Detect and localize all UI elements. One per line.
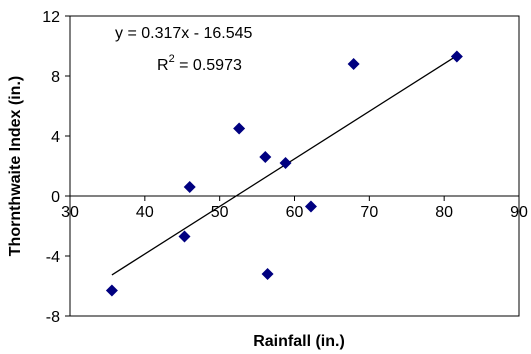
x-axis-ticks: 30 40 50 60 70 80 90 [61, 196, 528, 221]
y-tick-label: 4 [51, 129, 60, 146]
data-point [450, 50, 463, 63]
data-point [259, 151, 272, 163]
data-point [178, 230, 191, 243]
y-tick-label: 12 [42, 9, 60, 26]
data-point [279, 157, 292, 169]
data-point [183, 181, 196, 193]
y-axis-ticks: -8 -4 0 4 8 12 [42, 9, 70, 326]
x-tick-label: 90 [510, 204, 528, 221]
data-points [105, 50, 463, 297]
r-squared-prefix: R [157, 57, 169, 74]
x-tick-label: 70 [360, 204, 378, 221]
y-tick-label: 8 [51, 69, 60, 86]
y-tick-label: 0 [51, 189, 60, 206]
x-tick-label: 80 [435, 204, 453, 221]
x-tick-label: 40 [136, 204, 154, 221]
r-squared-label: R2 = 0.5973 [157, 53, 242, 74]
data-point [304, 200, 317, 213]
y-tick-label: -4 [46, 249, 60, 266]
x-tick-label: 50 [211, 204, 229, 221]
plot-area [69, 15, 520, 317]
y-axis-title: Thornthwaite Index (in.) [7, 76, 24, 256]
data-point [233, 122, 246, 135]
r-squared-value: = 0.5973 [175, 57, 242, 74]
x-tick-label: 30 [61, 204, 79, 221]
r-squared-superscript: 2 [169, 53, 175, 65]
equation-label: y = 0.317x - 16.545 [115, 25, 253, 42]
x-tick-label: 60 [286, 204, 304, 221]
y-tick-label: -8 [46, 309, 60, 326]
data-point [261, 268, 274, 280]
data-point [347, 58, 360, 70]
x-axis-title: Rainfall (in.) [253, 333, 345, 350]
data-point [105, 284, 118, 297]
